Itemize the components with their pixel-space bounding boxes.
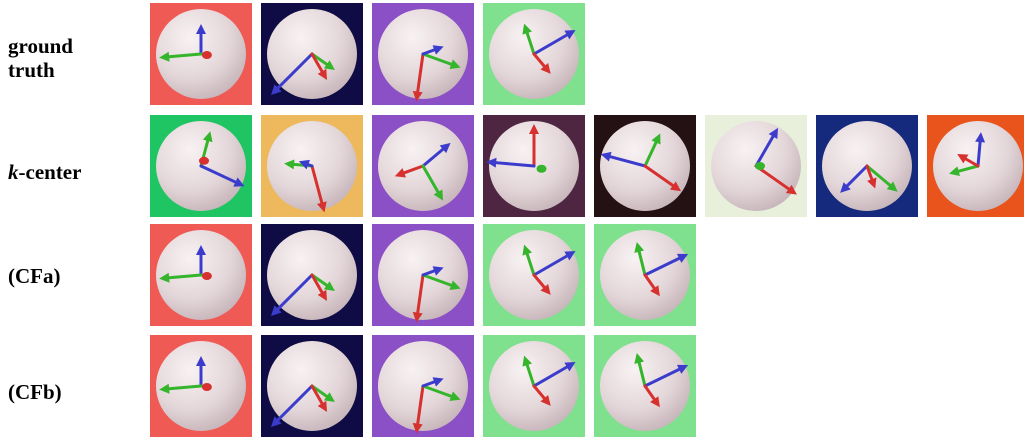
pose-tile — [483, 335, 585, 437]
blue-axis-arrow — [270, 384, 314, 428]
green-axis-arrow — [634, 242, 647, 277]
pose-tile — [594, 224, 696, 326]
pose-tile — [483, 115, 585, 217]
blue-axis-arrow — [298, 159, 314, 170]
pose-tile — [150, 335, 252, 437]
green-axis-arrow — [421, 164, 443, 201]
pose-tile — [816, 115, 918, 217]
pose-tile — [594, 335, 696, 437]
pose-tile — [150, 3, 252, 105]
pose-tile — [594, 115, 696, 217]
red-axis-arrow — [201, 383, 212, 392]
blue-axis-arrow — [196, 245, 206, 277]
pose-tile — [261, 335, 363, 437]
green-axis-arrow — [421, 273, 461, 290]
red-axis-arrow — [201, 51, 212, 60]
row-label-cfa: (CFa) — [8, 264, 143, 288]
red-axis-arrow — [310, 273, 327, 301]
blue-axis-arrow — [486, 157, 536, 168]
red-axis-arrow — [532, 384, 551, 406]
green-axis-arrow — [522, 23, 536, 56]
red-axis-arrow — [865, 164, 877, 189]
green-axis-arrow — [159, 272, 203, 283]
pose-tile — [150, 115, 252, 217]
green-axis-arrow — [755, 162, 765, 170]
green-axis-arrow — [865, 164, 898, 192]
row-label-cfb: (CFb) — [8, 380, 143, 404]
blue-axis-arrow — [199, 164, 245, 187]
row-label-line: (CFa) — [8, 264, 61, 288]
pose-tile — [261, 3, 363, 105]
row-label-center: -center — [18, 160, 82, 184]
blue-axis-arrow — [532, 30, 576, 56]
pose-tile — [372, 224, 474, 326]
red-axis-arrow — [412, 273, 425, 323]
green-axis-arrow — [159, 383, 203, 394]
pose-tile — [705, 115, 807, 217]
row-label-line: ground — [8, 34, 73, 58]
pose-tile — [372, 335, 474, 437]
red-axis-arrow — [643, 384, 660, 408]
blue-axis-arrow — [196, 356, 206, 388]
blue-axis-arrow — [270, 52, 314, 96]
row-label-line: truth — [8, 58, 55, 82]
red-axis-arrow — [199, 156, 209, 165]
green-axis-arrow — [421, 384, 461, 401]
green-axis-arrow — [643, 133, 661, 168]
green-axis-arrow — [159, 51, 203, 62]
blue-axis-arrow — [270, 273, 314, 317]
pose-tile — [483, 3, 585, 105]
pose-tile — [372, 115, 474, 217]
pose-tile — [261, 224, 363, 326]
blue-axis-arrow — [600, 151, 647, 168]
red-axis-arrow — [532, 52, 551, 74]
red-axis-arrow — [310, 164, 327, 213]
red-axis-arrow — [394, 164, 425, 178]
blue-axis-arrow — [643, 364, 689, 388]
pose-tile — [150, 224, 252, 326]
green-axis-arrow — [949, 164, 980, 177]
red-axis-arrow — [310, 384, 327, 412]
blue-axis-arrow — [840, 164, 869, 193]
pose-tile — [261, 115, 363, 217]
blue-axis-arrow — [421, 45, 444, 56]
red-axis-arrow — [201, 272, 212, 281]
green-axis-arrow — [421, 52, 461, 69]
green-axis-arrow — [536, 164, 547, 173]
red-axis-arrow — [412, 384, 425, 434]
row-label-k: k — [8, 160, 19, 184]
row-label-ground-truth: ground truth — [8, 34, 143, 82]
blue-axis-arrow — [196, 24, 206, 56]
red-axis-arrow — [412, 52, 425, 102]
blue-axis-arrow — [532, 362, 576, 388]
blue-axis-arrow — [643, 253, 689, 277]
blue-axis-arrow — [421, 142, 451, 168]
green-axis-arrow — [634, 353, 647, 388]
blue-axis-arrow — [421, 377, 444, 388]
red-axis-arrow — [643, 164, 682, 192]
red-axis-arrow — [957, 154, 980, 168]
red-axis-arrow — [532, 273, 551, 295]
blue-axis-arrow — [754, 127, 778, 168]
red-axis-arrow — [529, 124, 539, 168]
row-label-line: (CFb) — [8, 380, 62, 404]
blue-axis-arrow — [532, 251, 576, 277]
blue-axis-arrow — [421, 266, 444, 277]
row-label-k-center: k-center — [8, 160, 143, 184]
blue-axis-arrow — [975, 132, 986, 168]
red-axis-arrow — [310, 52, 327, 80]
red-axis-arrow — [643, 273, 660, 297]
pose-tile — [927, 115, 1024, 217]
green-axis-arrow — [522, 355, 536, 388]
pose-tile — [372, 3, 474, 105]
pose-tile — [483, 224, 585, 326]
green-axis-arrow — [522, 244, 536, 277]
